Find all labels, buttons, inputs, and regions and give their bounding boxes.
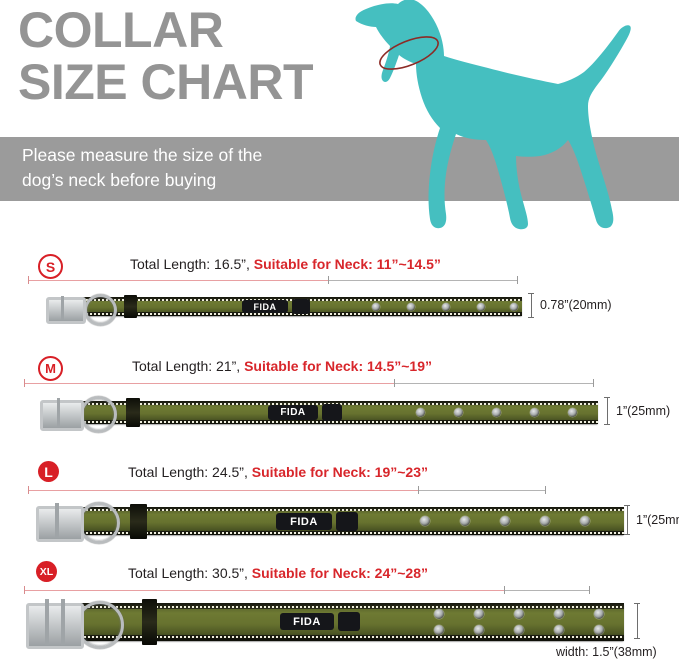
collar-grommet <box>434 609 444 619</box>
collar-keeper-s <box>124 295 137 318</box>
total-length-label-s: Total Length: 16.5”, <box>130 256 250 272</box>
neck-range-label-s: Suitable for Neck: 11”~14.5” <box>253 256 441 272</box>
page-title: COLLAR SIZE CHART <box>18 4 418 108</box>
brand-logo-mark-l <box>336 512 358 531</box>
title-line-2: SIZE CHART <box>18 54 314 110</box>
collar-d-ring-l <box>78 502 120 544</box>
collar-grommet <box>454 408 463 417</box>
collar-grommet <box>500 516 510 526</box>
collar-d-ring-s <box>84 294 117 326</box>
collar-grommet <box>474 625 484 635</box>
collar-grommet <box>420 516 430 526</box>
width-bracket-m <box>604 397 610 425</box>
size-badge-m: M <box>38 356 63 381</box>
collar-grommet <box>514 609 524 619</box>
collar-grommet <box>530 408 539 417</box>
size-badge-l: L <box>38 461 59 482</box>
neck-range-label-l: Suitable for Neck: 19”~23” <box>251 464 429 480</box>
total-length-label-m: Total Length: 21”, <box>132 358 241 374</box>
collar-grommet <box>594 625 604 635</box>
brand-patch-m: FIDA <box>268 405 318 420</box>
size-row-s-measurements: Total Length: 16.5”, Suitable for Neck: … <box>130 256 441 272</box>
collar-buckle-l <box>36 503 84 542</box>
neck-range-label-m: Suitable for Neck: 14.5”~19” <box>244 358 432 374</box>
collar-grommet <box>540 516 550 526</box>
collar-grommet <box>554 609 564 619</box>
instruction-banner: Please measure the size of the dog’s nec… <box>22 143 462 193</box>
size-row-l-measurements: Total Length: 24.5”, Suitable for Neck: … <box>128 464 428 480</box>
size-badge-xl: XL <box>36 561 57 582</box>
brand-logo-mark-m <box>322 404 342 421</box>
collar-grommet <box>554 625 564 635</box>
width-bracket-xl <box>634 603 640 639</box>
size-row-l: L Total Length: 24.5”, Suitable for Neck… <box>0 455 679 555</box>
measure-line-xl <box>24 586 590 594</box>
size-row-s: S Total Length: 16.5”, Suitable for Neck… <box>0 248 679 338</box>
collar-buckle-m <box>40 398 84 431</box>
width-bracket-s <box>528 293 534 318</box>
collar-image-l: FIDA <box>20 499 624 549</box>
size-row-xl-measurements: Total Length: 30.5”, Suitable for Neck: … <box>128 565 428 581</box>
neck-range-label-xl: Suitable for Neck: 24”~28” <box>251 565 429 581</box>
title-line-1: COLLAR <box>18 2 224 58</box>
width-label-xl: width: 1.5”(38mm) <box>556 645 657 659</box>
collar-grommet <box>416 408 425 417</box>
measure-line-m <box>24 379 594 387</box>
total-length-label-l: Total Length: 24.5”, <box>128 464 248 480</box>
width-label-s: 0.78”(20mm) <box>540 298 612 312</box>
width-label-l: 1”(25mm) <box>636 513 679 527</box>
size-badge-s: S <box>38 254 63 279</box>
collar-grommet <box>372 303 380 311</box>
collar-buckle-s <box>46 296 86 324</box>
collar-grommet <box>477 303 485 311</box>
size-row-xl: XL Total Length: 30.5”, Suitable for Nec… <box>0 557 679 659</box>
collar-buckle-xl <box>26 599 84 649</box>
collar-grommet <box>434 625 444 635</box>
instruction-banner-background <box>0 137 679 201</box>
brand-patch-l: FIDA <box>276 513 332 530</box>
collar-grommet <box>594 609 604 619</box>
measure-line-l <box>28 486 546 494</box>
collar-grommet <box>580 516 590 526</box>
collar-grommet <box>510 303 518 311</box>
instruction-line-2: dog’s neck before buying <box>22 170 217 190</box>
size-row-m: M Total Length: 21”, Suitable for Neck: … <box>0 350 679 445</box>
collar-d-ring-m <box>80 396 117 433</box>
collar-keeper-l <box>130 504 147 539</box>
collar-image-s: FIDA <box>22 288 522 326</box>
collar-grommet <box>442 303 450 311</box>
collar-grommet <box>568 408 577 417</box>
brand-logo-mark-xl <box>338 612 360 631</box>
measure-line-s <box>28 276 518 284</box>
collar-keeper-xl <box>142 599 157 645</box>
instruction-line-1: Please measure the size of the <box>22 145 263 165</box>
dog-silhouette-illustration <box>355 0 631 230</box>
collar-keeper-m <box>126 398 140 427</box>
brand-patch-xl: FIDA <box>280 613 334 630</box>
total-length-label-xl: Total Length: 30.5”, <box>128 565 248 581</box>
size-row-m-measurements: Total Length: 21”, Suitable for Neck: 14… <box>132 358 432 374</box>
collar-image-m: FIDA <box>18 392 598 436</box>
brand-patch-s: FIDA <box>242 300 288 313</box>
collar-grommet <box>492 408 501 417</box>
collar-grommet <box>407 303 415 311</box>
collar-image-xl: FIDA <box>14 597 634 659</box>
width-label-m: 1”(25mm) <box>616 404 671 418</box>
neck-tape-measure-icon <box>379 36 439 70</box>
collar-grommet <box>474 609 484 619</box>
brand-logo-mark-s <box>292 299 310 314</box>
collar-grommet <box>514 625 524 635</box>
collar-grommet <box>460 516 470 526</box>
width-bracket-l <box>624 505 630 535</box>
